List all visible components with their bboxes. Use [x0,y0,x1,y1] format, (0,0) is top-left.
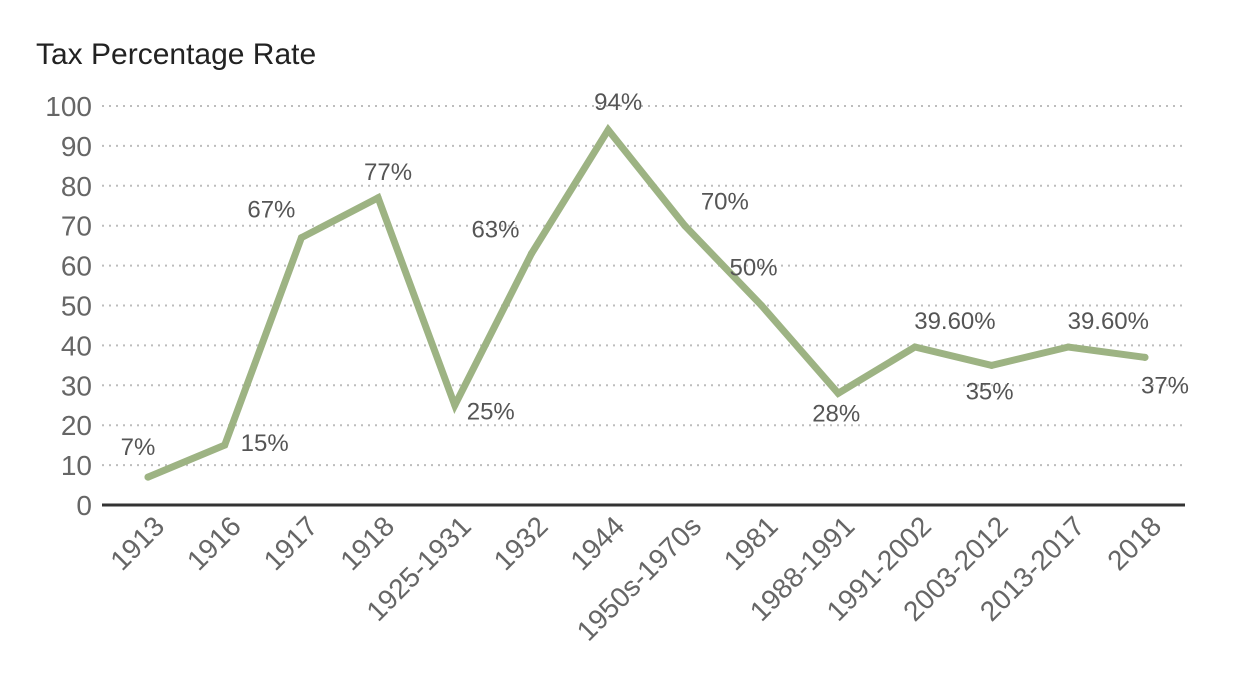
y-tick-label: 60 [61,251,92,282]
data-point [834,389,842,397]
y-tick-label: 100 [45,91,92,122]
y-tick-label: 40 [61,330,92,361]
data-point [144,473,152,481]
data-point [527,250,535,258]
y-tick-label: 80 [61,171,92,202]
data-label: 39.60% [1068,308,1149,335]
data-point [758,302,766,309]
x-tick-label: 1913 [104,510,170,576]
x-tick-label: 1918 [334,510,400,576]
y-tick-label: 10 [61,450,92,481]
x-tick-label: 1944 [564,510,630,576]
data-label: 37% [1141,372,1189,399]
gridlines [102,105,1185,467]
data-point [681,222,689,230]
data-label: 67% [247,197,295,224]
data-label: 15% [241,430,289,457]
x-tick-label: 1932 [488,510,554,576]
data-point [374,194,382,202]
series-layer [144,123,1149,481]
data-label: 63% [471,217,519,244]
x-tick-label: 1917 [258,510,324,576]
chart-title: Tax Percentage Rate [36,38,316,71]
y-tick-label: 50 [61,291,92,322]
y-tick-label: 30 [61,370,92,401]
data-point [604,126,612,134]
y-tick-label: 20 [61,410,92,441]
series-line [144,123,1149,481]
data-label: 25% [467,398,515,425]
data-point [1141,353,1149,361]
data-label: 70% [701,189,749,216]
data-point [911,343,919,351]
data-point [988,361,996,369]
data-label: 28% [812,400,860,427]
axes: 0 10 20 30 40 50 60 70 80 90 100 1913 1916 1917 1918 19… [45,91,1185,647]
data-label: 50% [730,255,778,282]
data-label: 7% [121,434,156,461]
data-label: 39.60% [914,308,995,335]
data-label: 94% [594,89,642,116]
x-tick-label: 2018 [1101,510,1167,576]
x-tick-label: 1916 [181,510,247,576]
data-label: 35% [966,378,1014,405]
data-point [297,234,305,242]
data-point [1064,343,1072,351]
data-labels: 7% 15% 67% 77% 25% 63% 94% 70% 50% 28% 39.60% 35% 39… [121,89,1189,461]
data-point [451,401,459,409]
y-tick-label: 70 [61,211,92,242]
data-label: 77% [364,159,412,186]
y-tick-label: 90 [61,131,92,162]
data-point [221,441,229,449]
y-tick-label: 0 [76,490,92,521]
x-tick-label: 1981 [718,510,784,576]
